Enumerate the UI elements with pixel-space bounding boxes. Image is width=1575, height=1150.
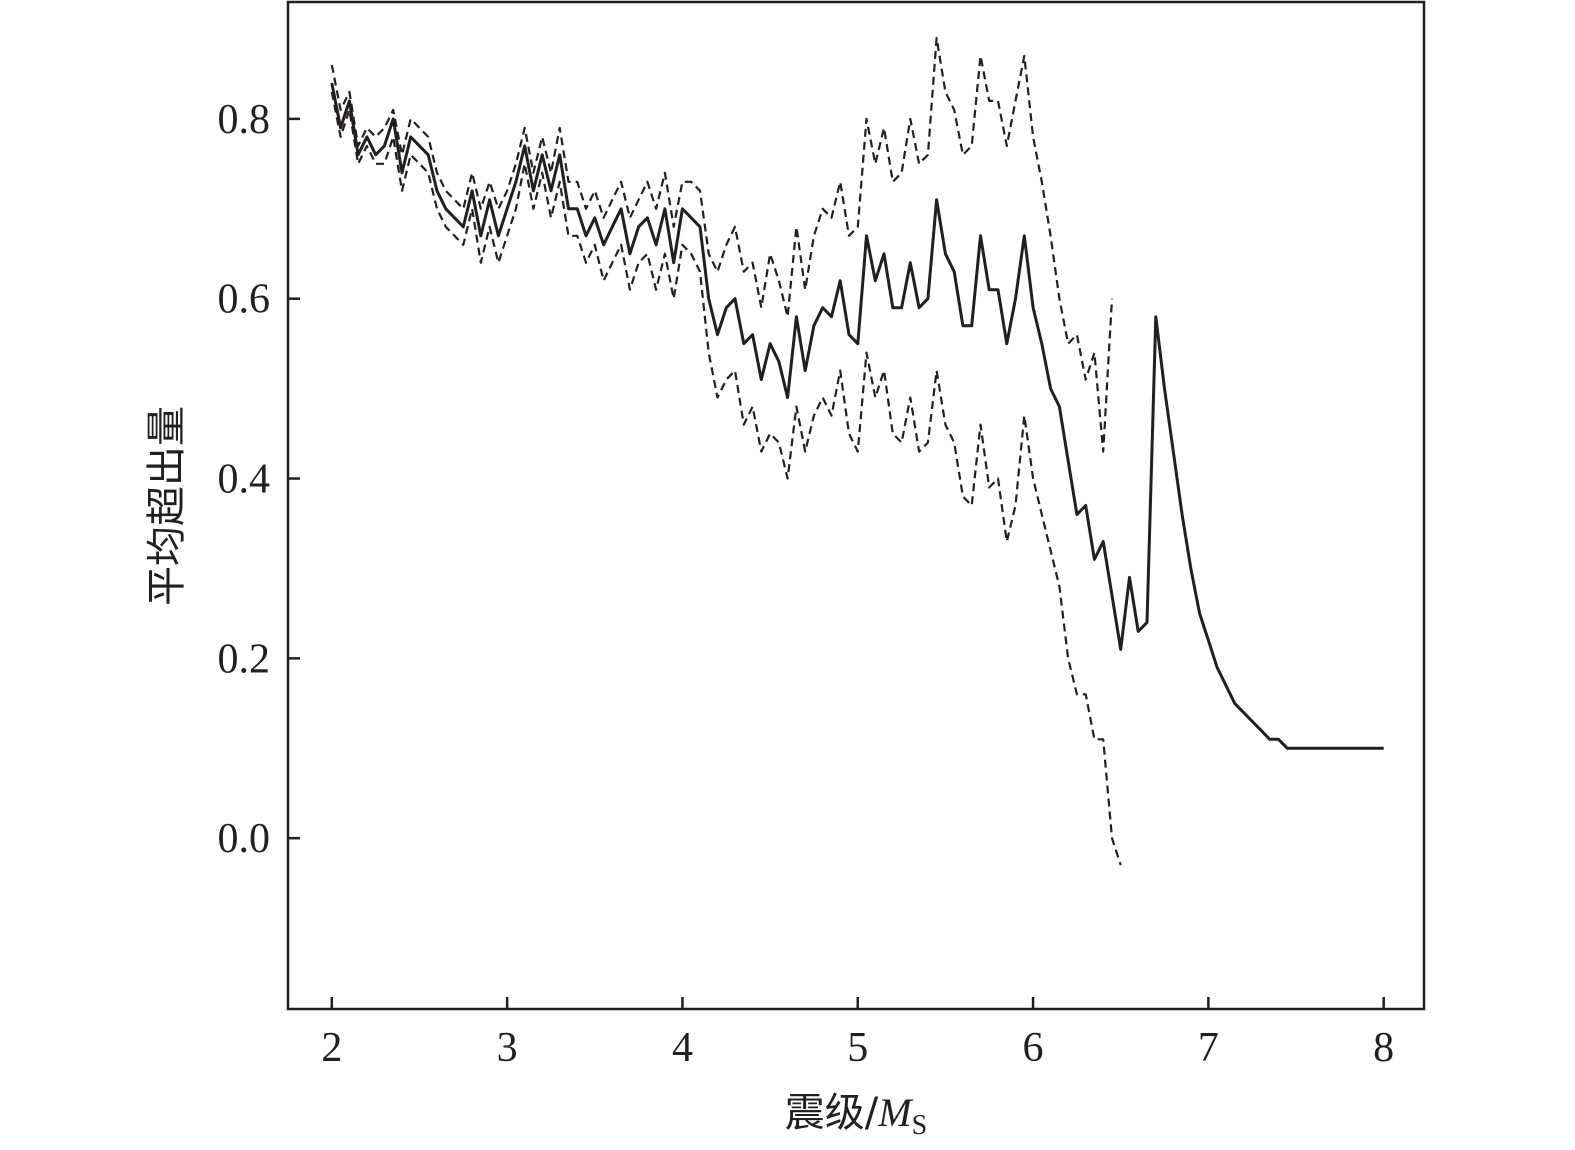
plot-frame xyxy=(286,0,1426,1011)
x-axis-title-subscript: S xyxy=(912,1110,928,1141)
x-tick-label: 6 xyxy=(1023,1025,1044,1071)
y-tick-label: 0.4 xyxy=(218,457,271,503)
series-layer xyxy=(330,36,1384,866)
y-tick-label: 0.2 xyxy=(218,636,271,682)
y-axis-title: 平均超出量 xyxy=(144,406,190,606)
upper-bound-dashed-line xyxy=(330,36,1114,453)
y-axis-ticks: 0.0 0.2 0.4 0.6 0.8 xyxy=(218,97,300,862)
x-axis-title: 震级/MS xyxy=(785,1090,927,1141)
x-tick-label: 8 xyxy=(1373,1025,1394,1071)
x-axis-ticks: 2 3 4 5 6 7 8 xyxy=(321,997,1394,1071)
x-tick-label: 3 xyxy=(497,1025,518,1071)
y-tick-label: 0.6 xyxy=(218,277,271,323)
x-tick-label: 4 xyxy=(672,1025,693,1071)
x-axis-title-text: 震级/ xyxy=(785,1090,879,1136)
x-axis-title-symbol: M xyxy=(877,1090,914,1135)
lower-bound-dashed-line xyxy=(330,91,1122,866)
y-tick-label: 0.0 xyxy=(218,816,271,862)
x-tick-label: 7 xyxy=(1198,1025,1219,1071)
mean-excess-solid-line xyxy=(330,82,1384,750)
x-tick-label: 5 xyxy=(847,1025,868,1071)
x-tick-label: 2 xyxy=(321,1025,342,1071)
y-tick-label: 0.8 xyxy=(218,97,271,143)
